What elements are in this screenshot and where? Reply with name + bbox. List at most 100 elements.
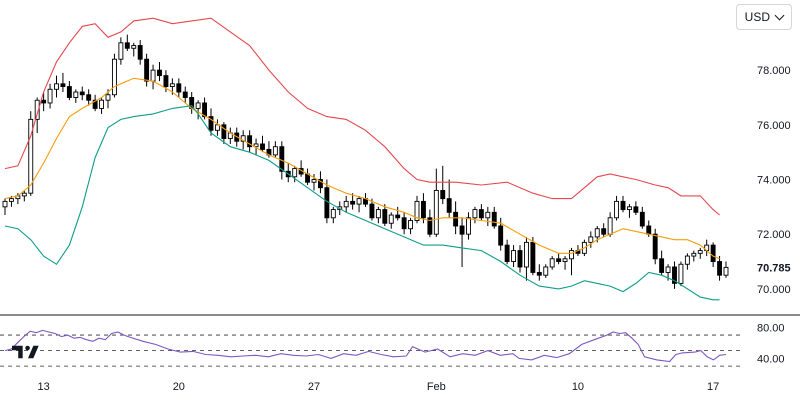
candle xyxy=(292,165,298,183)
candle-body xyxy=(382,209,388,224)
candle xyxy=(182,86,188,103)
candle xyxy=(111,53,117,98)
candle-body xyxy=(659,258,665,273)
candle xyxy=(472,206,478,224)
candle-body xyxy=(47,88,53,104)
candle-body xyxy=(511,250,517,262)
candle-body xyxy=(66,86,72,98)
candle xyxy=(485,206,491,226)
candle xyxy=(118,37,124,65)
last-price-marker: 70.785 xyxy=(754,259,796,276)
candle-body xyxy=(498,225,504,246)
tradingview-logo-icon xyxy=(12,345,39,359)
candle xyxy=(401,212,407,235)
candle xyxy=(247,130,253,153)
candle xyxy=(459,217,465,267)
candle-body xyxy=(292,168,298,178)
time-axis: 13 20 27 Feb 10 17 xyxy=(38,381,720,393)
candle xyxy=(208,108,214,136)
candle xyxy=(678,261,684,287)
candle-body xyxy=(86,94,92,101)
last-price-label: 70.785 xyxy=(757,262,791,274)
candle xyxy=(150,64,156,90)
candle-body xyxy=(118,42,124,60)
candle-body xyxy=(214,124,220,131)
candle xyxy=(54,75,59,98)
candle-body xyxy=(311,179,317,183)
candle xyxy=(311,174,317,191)
candlestick-series xyxy=(2,34,729,289)
price-axis-tick-label: 78.000 xyxy=(757,65,791,77)
candle-body xyxy=(672,266,677,284)
candle xyxy=(536,264,542,281)
candle-body xyxy=(569,250,574,260)
candle xyxy=(420,193,426,224)
time-axis-tick-label: 20 xyxy=(173,381,185,393)
candle xyxy=(363,193,368,207)
candle xyxy=(60,72,66,93)
candle-body xyxy=(588,236,594,243)
candle-body xyxy=(356,198,362,205)
candle-body xyxy=(717,261,723,276)
candle-body xyxy=(478,209,484,219)
candle xyxy=(350,193,356,210)
candle xyxy=(99,97,105,114)
candle-body xyxy=(549,258,555,268)
candle xyxy=(523,236,529,281)
candle-body xyxy=(317,179,323,189)
candle xyxy=(189,92,195,114)
candle xyxy=(221,122,227,144)
candle-body xyxy=(260,143,265,150)
rsi-line xyxy=(4,329,727,363)
candle-body xyxy=(41,99,47,104)
candle-body xyxy=(169,83,175,88)
candle xyxy=(620,195,626,213)
time-axis-tick-label: 10 xyxy=(572,381,584,393)
candle xyxy=(86,89,92,106)
candle-body xyxy=(343,200,349,208)
candle-body xyxy=(21,192,27,197)
candle xyxy=(588,231,594,248)
candle-body xyxy=(375,209,381,219)
bollinger-basis-line xyxy=(4,77,720,260)
candle xyxy=(478,204,484,221)
candle-body xyxy=(433,189,439,235)
candle-body xyxy=(446,198,452,213)
currency-selector-button[interactable]: USD xyxy=(735,4,792,30)
candle xyxy=(659,250,665,276)
candle-body xyxy=(607,217,613,235)
candle xyxy=(73,89,79,103)
candle xyxy=(466,212,471,240)
candle xyxy=(157,61,162,82)
candle-body xyxy=(491,211,497,227)
candle xyxy=(28,111,34,196)
candle-body xyxy=(144,58,150,82)
candle-body xyxy=(472,209,478,219)
candle xyxy=(491,206,497,229)
candle xyxy=(395,206,401,221)
candle-body xyxy=(620,200,626,211)
candle xyxy=(298,160,304,177)
candle xyxy=(388,212,394,229)
candle-body xyxy=(247,135,253,148)
candle xyxy=(47,83,53,109)
candle-body xyxy=(369,203,375,219)
candle-body xyxy=(562,258,568,262)
candle xyxy=(556,253,562,265)
candle xyxy=(427,209,433,237)
candle-body xyxy=(111,58,117,96)
candle-body xyxy=(60,83,66,88)
candle-body xyxy=(678,263,684,284)
candle-body xyxy=(105,94,111,101)
candle-body xyxy=(665,266,671,273)
candle xyxy=(549,256,555,270)
candle xyxy=(317,171,323,194)
candle-body xyxy=(240,135,246,142)
candle-body xyxy=(639,211,645,227)
candle xyxy=(639,206,645,229)
candle-body xyxy=(543,266,549,276)
candle-body xyxy=(523,241,529,268)
candle xyxy=(633,201,639,216)
